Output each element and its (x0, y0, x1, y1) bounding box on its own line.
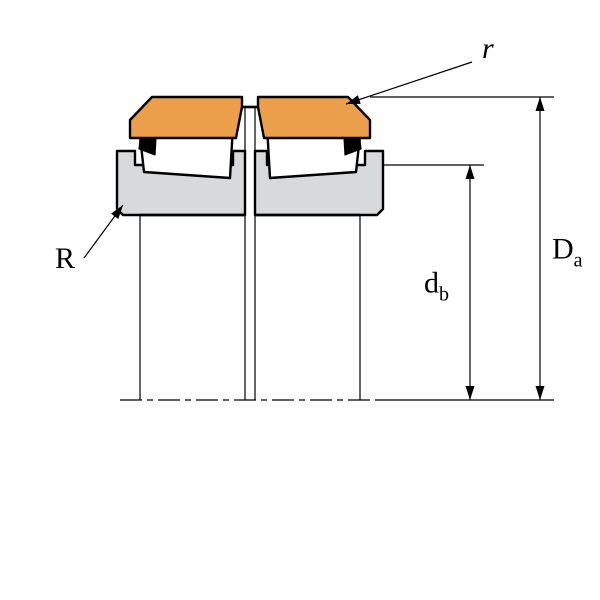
bearing-diagram: r R Da db (0, 0, 600, 600)
label-R: R (55, 242, 75, 275)
label-Da: Da (552, 233, 583, 272)
label-r: r (482, 32, 494, 65)
label-db: db (424, 267, 449, 306)
